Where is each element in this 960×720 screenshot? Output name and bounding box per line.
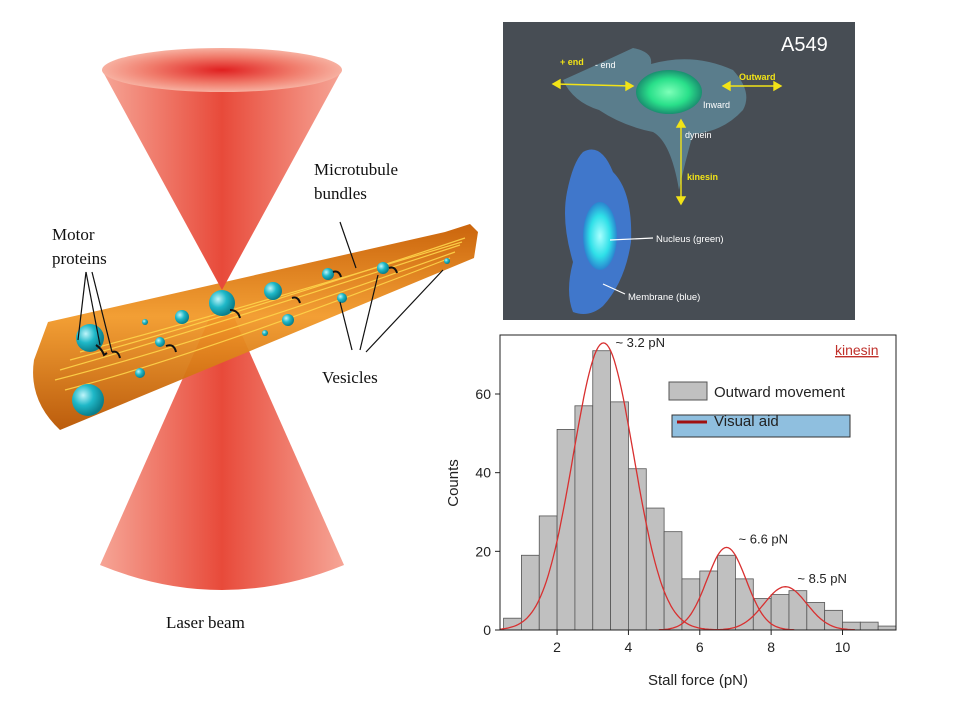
membrane-label: Membrane (blue)	[628, 292, 700, 303]
nucleus-pointers	[602, 237, 654, 295]
x-tick-label-2: 6	[696, 639, 704, 655]
motor-protein	[111, 350, 121, 359]
cell-micrograph: A549 + end - end Outward Inward dynein k…	[503, 22, 855, 320]
peak-annotation-2: ~ 8.5 pN	[797, 571, 847, 586]
motor-label-line1: Motor	[52, 225, 95, 244]
micrograph-arrows	[551, 78, 783, 206]
microtubule-label-line1: Microtubule	[314, 160, 398, 179]
vesicle	[444, 258, 450, 264]
microtubule-filaments	[54, 237, 466, 391]
y-tick-label-0: 0	[483, 622, 491, 638]
motor-label-line2: proteins	[52, 249, 107, 268]
motor-protein	[388, 266, 398, 274]
fit-curve-2	[715, 586, 856, 631]
y-tick-label-1: 20	[475, 543, 491, 559]
motor-protein	[95, 344, 108, 357]
fit-curve-0	[499, 342, 718, 631]
histogram-bar-1	[521, 554, 540, 631]
kinesin-overlay-label: kinesin	[835, 342, 879, 358]
motor-protein	[165, 344, 177, 353]
peak-annotation-0: ~ 3.2 pN	[615, 335, 665, 350]
vesicle	[282, 314, 294, 326]
laser-beam-label: Laser beam	[166, 613, 245, 632]
histogram-bar-9	[663, 531, 683, 631]
upper-cell-nucleus	[636, 70, 702, 114]
x-tick-label-3: 8	[767, 639, 775, 655]
outward-label: Outward	[739, 72, 776, 82]
peak-annotation-1: ~ 6.6 pN	[739, 532, 789, 547]
dynein-label: dynein	[685, 130, 712, 140]
y-axis-label: Counts	[445, 459, 462, 507]
histogram-bar-12	[717, 554, 736, 631]
laser-cone-lower	[100, 290, 344, 590]
histogram-bar-16	[788, 590, 808, 631]
legend-outward-label: Outward movement	[714, 384, 846, 401]
vesicle	[155, 337, 165, 347]
histogram-bar-11	[699, 570, 719, 631]
legend-swatch-outward	[668, 381, 708, 401]
histogram-bar-7	[628, 468, 647, 631]
histogram-bar-20	[859, 621, 879, 631]
chart-legend: Outward movement Visual aid	[668, 381, 851, 438]
y-axis-ticks: 0 20 40 60	[475, 386, 500, 638]
x-tick-label-1: 4	[625, 639, 633, 655]
vesicle-trapped	[209, 290, 235, 316]
motor-protein	[332, 270, 342, 278]
vesicle	[377, 262, 389, 274]
histogram-bar-6	[610, 401, 629, 631]
vesicle	[142, 319, 148, 325]
pointer-lines	[77, 221, 444, 353]
motor-protein	[291, 296, 301, 304]
upper-cell-body	[563, 48, 747, 190]
legend-highlight-box	[671, 414, 851, 438]
vesicle	[72, 384, 104, 416]
vesicles-group	[72, 258, 450, 416]
fit-curve-1	[658, 546, 795, 631]
histogram-bar-21	[877, 625, 897, 631]
motor-proteins-group	[95, 266, 398, 359]
histogram-bar-4	[574, 405, 594, 631]
vesicle	[262, 330, 268, 336]
kinesin-label: kinesin	[687, 172, 718, 182]
peak-annotations: ~ 3.2 pN ~ 6.6 pN ~ 8.5 pN	[615, 335, 846, 586]
histogram-bar-8	[645, 507, 665, 631]
x-axis-ticks: 2 4 6 8 10	[553, 630, 850, 655]
vesicles-label: Vesicles	[322, 368, 378, 387]
motor-protein	[229, 309, 241, 319]
gaussian-fit-curves	[499, 342, 856, 631]
x-tick-label-0: 2	[553, 639, 561, 655]
cell-line-label: A549	[781, 34, 828, 56]
y-tick-label-2: 40	[475, 465, 491, 481]
vesicle	[175, 310, 189, 324]
x-axis-label: Stall force (pN)	[648, 672, 748, 689]
y-tick-label-3: 60	[475, 386, 491, 402]
inward-label: Inward	[703, 100, 730, 110]
x-tick-label-4: 10	[835, 639, 851, 655]
laser-cone-upper	[102, 70, 342, 290]
histogram-bar-2	[538, 515, 558, 631]
plot-frame	[499, 334, 897, 631]
vesicle	[135, 368, 145, 378]
nucleus-label: Nucleus (green)	[656, 234, 724, 245]
minus-end-label: - end	[595, 60, 616, 70]
laser-cone-top-cap	[102, 48, 342, 92]
vesicle	[337, 293, 347, 303]
microtubule-label-line2: bundles	[314, 184, 367, 203]
histogram-bar-13	[735, 578, 754, 631]
vesicle	[322, 268, 334, 280]
plus-end-label: + end	[560, 57, 584, 67]
vesicle	[264, 282, 282, 300]
lower-cell-nucleus	[583, 202, 617, 270]
optical-trap-diagram: Microtubule bundles Motor proteins Vesic…	[33, 48, 478, 632]
legend-visual-aid-label: Visual aid	[714, 413, 779, 430]
histogram-bar-5	[592, 350, 611, 631]
